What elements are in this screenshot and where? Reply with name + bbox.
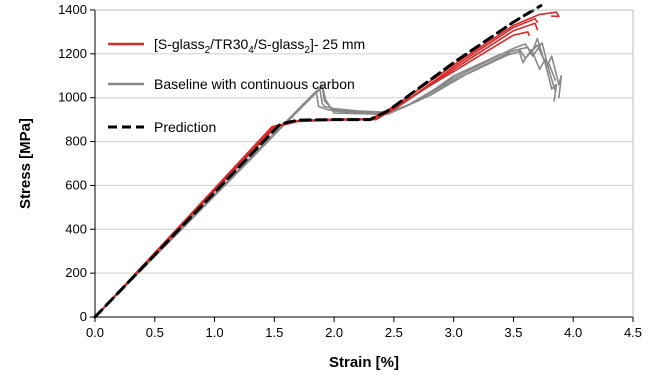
tick-labels: 0.0 0.5 1.0 1.5 2.0 2.5 3.0 3.5 4.0 4.5 0 200 400 600… xyxy=(58,2,642,340)
x-tick-label: 1.0 xyxy=(206,325,224,340)
x-tick-label: 4.0 xyxy=(564,325,582,340)
legend-text-part: /TR30 xyxy=(210,36,248,52)
x-tick-label: 2.5 xyxy=(385,325,403,340)
series-line-prediction-1 xyxy=(93,4,543,319)
y-tick-label: 800 xyxy=(65,134,87,149)
y-tick-label: 600 xyxy=(65,177,87,192)
legend-subscript: 2 xyxy=(304,45,310,56)
x-tick-label: 3.5 xyxy=(504,325,522,340)
series-line-baseline-2 xyxy=(94,44,563,318)
legend-label-2: Baseline with continuous carbon xyxy=(154,76,355,92)
legend-label-1: [S-glass2/TR304/S-glass2]- 25 mm xyxy=(154,36,365,56)
legend-text-part: ]- 25 mm xyxy=(310,36,365,52)
y-tick-label: 1000 xyxy=(58,90,87,105)
series-line-baseline-3 xyxy=(94,48,558,318)
x-tick-label: 4.5 xyxy=(624,325,642,340)
legend-label-3: Prediction xyxy=(154,119,216,135)
y-axis-title: Stress [MPa] xyxy=(17,118,34,209)
series-line-baseline-4 xyxy=(94,42,557,318)
y-tick-label: 1200 xyxy=(58,46,87,61)
x-tick-label: 0.0 xyxy=(86,325,104,340)
x-tick-label: 0.5 xyxy=(146,325,164,340)
y-tick-label: 200 xyxy=(65,265,87,280)
axes xyxy=(90,9,634,322)
x-tick-label: 1.5 xyxy=(265,325,283,340)
legend-subscript: 4 xyxy=(248,45,254,56)
x-tick-label: 3.0 xyxy=(445,325,463,340)
y-tick-label: 1400 xyxy=(58,2,87,17)
x-tick-label: 2.0 xyxy=(325,325,343,340)
series-layer xyxy=(93,4,563,319)
legend-subscript: 2 xyxy=(205,45,211,56)
legend: [S-glass2/TR304/S-glass2]- 25 mmBaseline… xyxy=(108,36,365,135)
legend-text-part: [S-glass xyxy=(154,36,205,52)
y-tick-label: 0 xyxy=(80,309,87,324)
y-tick-label: 400 xyxy=(65,221,87,236)
legend-text-part: /S-glass xyxy=(254,36,305,52)
x-axis-title: Strain [%] xyxy=(329,354,399,371)
